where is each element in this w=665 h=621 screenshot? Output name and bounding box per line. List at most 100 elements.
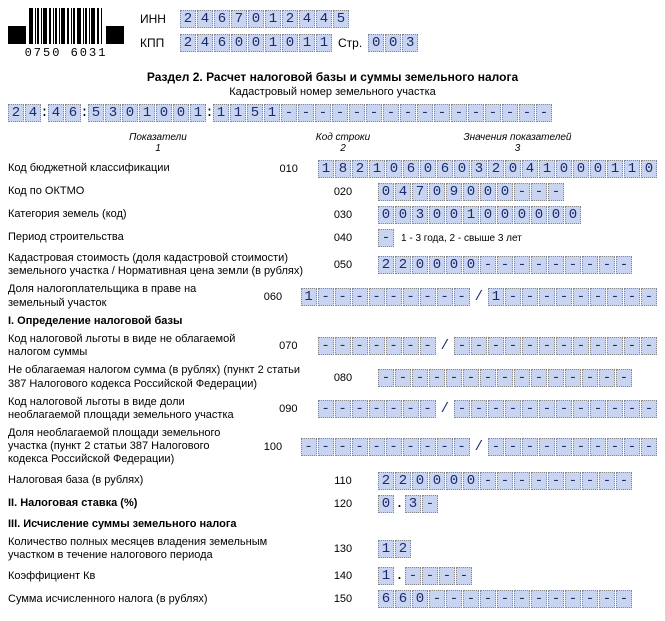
cell: -	[582, 256, 598, 274]
cell: -	[335, 337, 351, 355]
row-label: Налоговая база (в рублях)	[8, 474, 308, 487]
cell: 1	[264, 104, 280, 122]
form-header: 0750 6031 ИНН 2467012445 КПП 246001011 С…	[8, 8, 657, 60]
cell: 0	[386, 160, 402, 178]
inn-cells: 2467012445	[180, 10, 349, 28]
cell: -	[369, 337, 385, 355]
cell: -	[454, 337, 470, 355]
cell: -	[539, 438, 555, 456]
cell: -	[480, 472, 496, 490]
cell: 1	[230, 104, 246, 122]
cell: 9	[446, 183, 462, 201]
cell: -	[378, 369, 394, 387]
form-row: Налоговая база (в рублях)110220000------…	[8, 472, 657, 490]
black-square-left	[8, 26, 26, 44]
form-row: Период строительства040-1 - 3 года, 2 - …	[8, 229, 657, 247]
cell: -	[318, 438, 334, 456]
table-columns-header: Показатели1 Код строки2 Значения показат…	[8, 132, 657, 154]
cell: 0	[463, 256, 479, 274]
row-label: Количество полных месяцев владения земел…	[8, 536, 308, 562]
row-code: 040	[308, 232, 378, 244]
cell: -	[301, 438, 317, 456]
cell: 0	[412, 590, 428, 608]
section-subtitle: Кадастровый номер земельного участка	[8, 86, 657, 98]
cell: -	[412, 369, 428, 387]
cell: -	[383, 104, 399, 122]
cell: -	[488, 438, 504, 456]
cell: 6	[65, 104, 81, 122]
row-note: 1 - 3 года, 2 - свыше 3 лет	[401, 233, 522, 244]
row-label: Сумма исчисленного налога (в рублях)	[8, 593, 308, 606]
rows-container: Код бюджетной классификации0101821060603…	[8, 160, 657, 608]
cell: 0	[368, 34, 384, 52]
row-value: 1.----	[378, 567, 657, 585]
row-code: 080	[308, 372, 378, 384]
cell: 4	[299, 10, 315, 28]
cell: 4	[197, 10, 213, 28]
cell: -	[366, 104, 382, 122]
row-code: 010	[259, 163, 318, 175]
cell: -	[315, 104, 331, 122]
cell: -	[548, 256, 564, 274]
col3-header: Значения показателей3	[378, 132, 657, 154]
cell: -	[422, 495, 438, 513]
cell: -	[641, 337, 657, 355]
cell: -	[616, 472, 632, 490]
cell: -	[485, 104, 501, 122]
cell: 0	[231, 34, 247, 52]
col1-header: Показатели1	[8, 132, 308, 154]
cell: -	[556, 288, 572, 306]
cell: 6	[214, 34, 230, 52]
cell: 0	[514, 206, 530, 224]
cell: 5	[333, 10, 349, 28]
cell: -	[395, 369, 411, 387]
row-label: Коэффициент Кв	[8, 570, 308, 583]
cell: 0	[497, 206, 513, 224]
row-code: 110	[308, 475, 378, 487]
page-cells: 003	[368, 34, 418, 52]
form-row: Сумма исчисленного налога (в рублях)1506…	[8, 590, 657, 608]
cell: 2	[395, 540, 411, 558]
cell: 3	[105, 104, 121, 122]
cell: 0	[556, 160, 572, 178]
cell: -	[497, 256, 513, 274]
row-value: -------/------------	[318, 400, 657, 418]
cell: 2	[395, 256, 411, 274]
cell: 6	[403, 160, 419, 178]
row-value: 003001000000	[378, 206, 657, 224]
row-value: 04709000---	[378, 183, 657, 201]
cell: -	[539, 400, 555, 418]
cell: 6	[437, 160, 453, 178]
cell: -	[536, 104, 552, 122]
cell: 0	[412, 256, 428, 274]
cell: -	[386, 288, 402, 306]
cell: 0	[531, 206, 547, 224]
cell: 0	[248, 34, 264, 52]
cell: 1	[190, 104, 206, 122]
barcode-number: 0750 6031	[25, 46, 108, 60]
cell: 0	[548, 206, 564, 224]
cell: -	[548, 369, 564, 387]
cell: 0	[429, 183, 445, 201]
form-row: Код бюджетной классификации0101821060603…	[8, 160, 657, 178]
kpp-row: КПП 246001011 Стр. 003	[140, 34, 418, 52]
cell: 0	[385, 34, 401, 52]
row-code: 060	[245, 291, 300, 303]
cell: -	[590, 337, 606, 355]
cell: -	[417, 104, 433, 122]
cell: -	[471, 400, 487, 418]
cell: -	[318, 337, 334, 355]
cell: -	[514, 472, 530, 490]
cell: -	[522, 288, 538, 306]
cell: -	[599, 256, 615, 274]
cell: -	[400, 104, 416, 122]
cell: -	[573, 337, 589, 355]
row-value: 660------------	[378, 590, 657, 608]
row-label: Доля налогоплательщика в праве на земель…	[8, 283, 245, 309]
cell: 4	[48, 104, 64, 122]
cell: -	[514, 369, 530, 387]
row-code: 120	[308, 498, 378, 510]
cell: 0	[122, 104, 138, 122]
cell: -	[539, 288, 555, 306]
form-row: III. Исчисление суммы земельного налога	[8, 518, 657, 531]
